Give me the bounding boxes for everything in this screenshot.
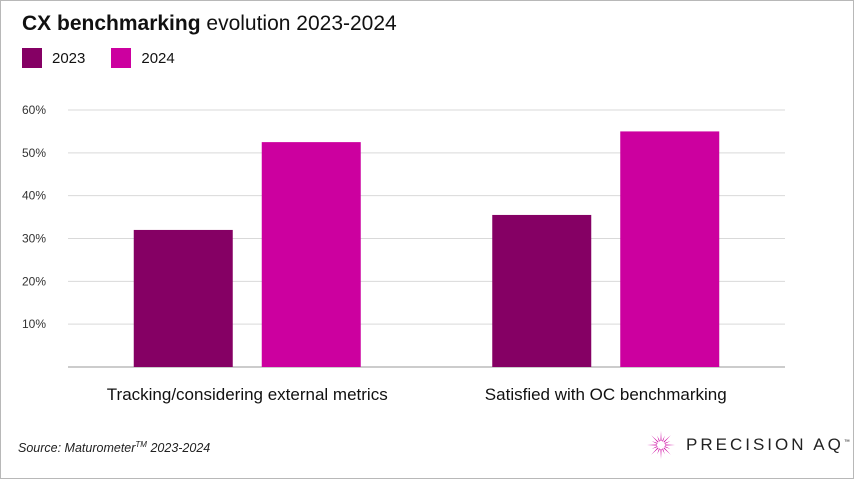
- logo-ray: [662, 435, 665, 442]
- legend-swatch-2023: [22, 48, 42, 68]
- chart-title-rest: evolution 2023-2024: [206, 12, 397, 35]
- x-tick-label: Satisfied with OC benchmarking: [485, 385, 727, 404]
- logo-ray: [651, 446, 658, 449]
- y-tick-label: 50%: [22, 146, 46, 160]
- bar-2024-1: [261, 142, 361, 367]
- legend: 2023 2024: [22, 48, 201, 68]
- logo-ray: [651, 435, 659, 443]
- source-note: Source: MaturometerTM 2023-2024: [18, 440, 210, 455]
- logo-ray: [651, 441, 658, 444]
- logo-ray: [664, 441, 671, 444]
- chart-title-bold: CX benchmarking: [22, 12, 201, 35]
- bar-chart: 10% 20% 30% 40% 50% 60% Tracking/considering e…: [22, 103, 785, 404]
- legend-label-2023: 2023: [52, 49, 86, 67]
- legend-label-2024: 2024: [141, 49, 175, 67]
- bar-2023-2: [492, 214, 592, 367]
- logo-tm: ™: [843, 439, 850, 446]
- chart-title: CX benchmarking evolution 2023-2024: [22, 12, 397, 36]
- logo-text: PRECISION AQ™: [686, 435, 850, 455]
- y-tick-label: 40%: [22, 189, 46, 203]
- y-tick-label: 10%: [22, 317, 46, 331]
- logo-ray: [657, 448, 660, 455]
- legend-item-2024: 2024: [111, 48, 175, 68]
- x-tick-label: Tracking/considering external metrics: [107, 385, 388, 404]
- source-tm: TM: [135, 440, 147, 449]
- logo-ray: [663, 435, 671, 443]
- logo-ray: [664, 446, 671, 449]
- logo-ray: [657, 435, 660, 442]
- logo-ray: [660, 448, 662, 459]
- logo-wordmark: PRECISION AQ: [686, 435, 844, 454]
- logo-ray: [660, 431, 662, 442]
- logo-ray: [647, 444, 658, 446]
- logo-ray: [662, 448, 665, 455]
- logo-ray: [651, 447, 659, 455]
- y-tick-label: 20%: [22, 274, 46, 288]
- logo-ray: [663, 447, 671, 455]
- starburst-logo-icon: [647, 431, 675, 459]
- bar-2023-1: [133, 229, 233, 367]
- precision-aq-logo: PRECISION AQ™: [646, 430, 850, 460]
- source-suffix: 2023-2024: [146, 441, 211, 456]
- source-prefix: Source: Maturometer: [18, 441, 136, 456]
- chart-frame: [0, 0, 854, 479]
- y-tick-label: 30%: [22, 232, 46, 246]
- bar-2024-2: [620, 131, 720, 367]
- legend-swatch-2024: [111, 48, 132, 68]
- legend-item-2023: 2023: [22, 48, 85, 68]
- y-tick-label: 60%: [22, 103, 46, 117]
- logo-ray: [664, 444, 675, 446]
